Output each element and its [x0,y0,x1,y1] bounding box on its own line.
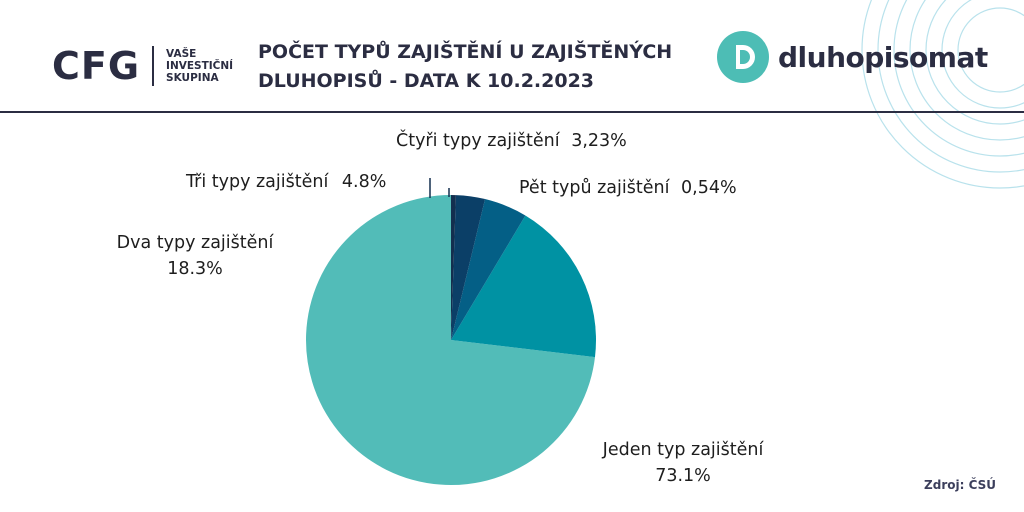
cfg-logo-divider [152,46,155,86]
cfg-tagline-line: SKUPINA [166,72,219,84]
dluhopisomat-icon [717,31,769,83]
slice-label-jeden: Jeden typ zajištění 73.1% [588,440,778,486]
pie-slice-ctyri [451,195,486,340]
slice-label-dva: Dva typy zajištění 18.3% [100,233,290,279]
cfg-logo-mark: CFG [52,44,141,88]
pie-slice-tri [451,199,526,340]
source-note: Zdroj: ČSÚ [924,478,996,492]
slice-name: Tři typy zajištění [186,172,329,192]
slice-name: Jeden typ zajištění [602,440,764,460]
chart-title-line: POČET TYPŮ ZAJIŠTĚNÍ U ZAJIŠTĚNÝCH [258,41,673,63]
slice-label-pet: Pět typů zajištění 0,54% [519,178,737,198]
cfg-tagline-line: INVESTIČNÍ [166,60,234,72]
dluhopisomat-wordmark: dluhopisomat [778,40,988,74]
slice-name: Čtyři typy zajištění [396,131,560,151]
slice-value: 18.3% [167,259,223,279]
slice-value: 4.8% [341,172,387,192]
chart-title: POČET TYPŮ ZAJIŠTĚNÍ U ZAJIŠTĚNÝCH DLUHO… [258,38,708,96]
pie-slice-dva [451,215,596,358]
slice-value: 73.1% [655,466,711,486]
cfg-logo-tagline: VAŠE INVESTIČNÍ SKUPINA [166,48,233,84]
pie-slice-jeden [306,195,595,485]
slice-name: Dva typy zajištění [116,233,274,253]
dluhopisomat-logo: dluhopisomat [716,30,988,84]
chart-title-line: DLUHOPISŮ - DATA K 10.2.2023 [258,70,595,92]
slice-name: Pět typů zajištění [519,178,670,198]
slice-value: 3,23% [571,131,627,151]
slice-value: 0,54% [681,178,737,198]
pie-slice-pet [451,195,456,340]
slice-label-tri: Tři typy zajištění 4.8% [186,172,386,192]
cfg-tagline-line: VAŠE [166,48,197,60]
cfg-logo: CFG VAŠE INVESTIČNÍ SKUPINA [52,44,233,88]
header-divider [0,111,1024,113]
slice-label-ctyri: Čtyři typy zajištění 3,23% [396,131,627,151]
